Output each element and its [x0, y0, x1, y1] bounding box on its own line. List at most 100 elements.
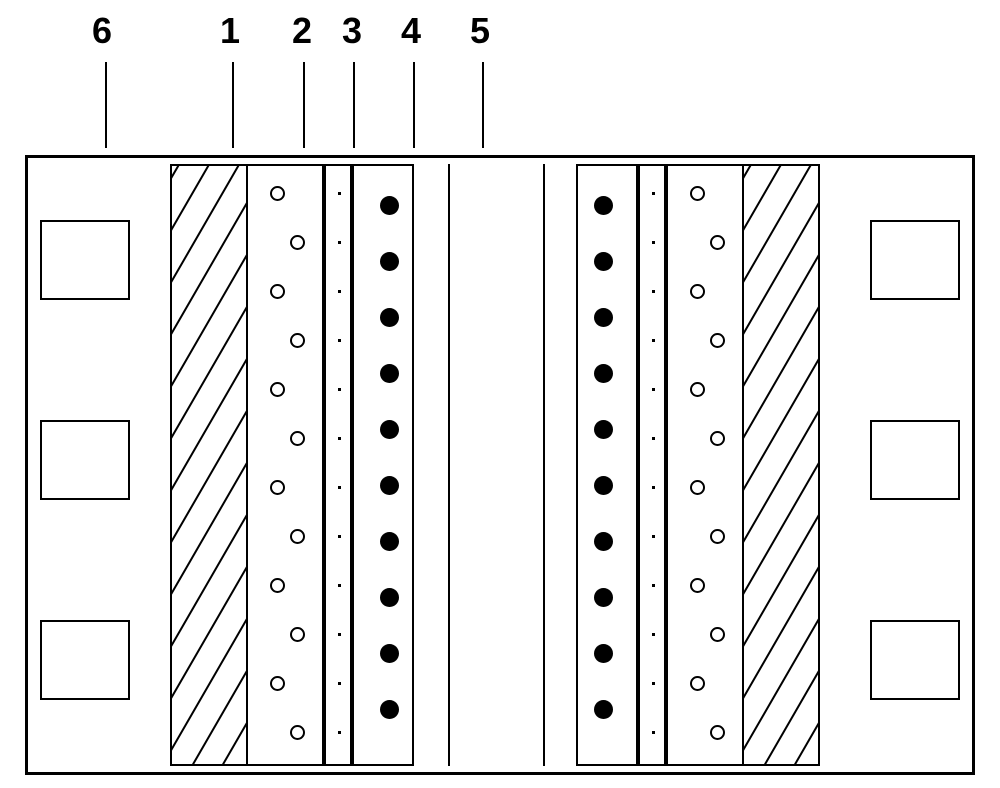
big-dot [594, 308, 613, 327]
small-dot [338, 437, 341, 440]
small-dot [652, 388, 655, 391]
open-circle [690, 186, 705, 201]
big-dot [594, 364, 613, 383]
small-dot [652, 535, 655, 538]
leader-4 [413, 62, 415, 148]
small-dot [652, 437, 655, 440]
open-circle [690, 676, 705, 691]
hatch-line [170, 164, 248, 713]
open-circle [270, 676, 285, 691]
hatch-line [170, 164, 248, 401]
leader-5 [482, 62, 484, 148]
big-dot [380, 196, 399, 215]
center-right-border [543, 164, 545, 766]
big-dot [380, 588, 399, 607]
open-circle [290, 529, 305, 544]
small-dot [338, 731, 341, 734]
open-circle [710, 725, 725, 740]
hatch-line [170, 412, 248, 766]
big-dot [594, 532, 613, 551]
small-dot [338, 290, 341, 293]
big-dot [594, 196, 613, 215]
left-slot-1 [40, 220, 130, 300]
right-slot-3 [870, 620, 960, 700]
diagram-canvas: 612345 [0, 0, 1000, 788]
label-4: 4 [401, 10, 421, 52]
big-dot [380, 420, 399, 439]
right-slot-2 [870, 420, 960, 500]
label-6: 6 [92, 10, 112, 52]
small-dot [338, 241, 341, 244]
hatch-line [742, 164, 820, 609]
leader-1 [232, 62, 234, 148]
hatch-line [742, 164, 820, 713]
open-circle [690, 578, 705, 593]
open-circle [710, 431, 725, 446]
open-circle [270, 186, 285, 201]
big-dot [594, 252, 613, 271]
small-dot [338, 682, 341, 685]
open-circle [290, 235, 305, 250]
open-circle [710, 235, 725, 250]
left-circles-layer [246, 164, 324, 766]
right-slot-1 [870, 220, 960, 300]
open-circle [710, 627, 725, 642]
hatch-line [742, 164, 820, 245]
open-circle [710, 333, 725, 348]
left-hatch-layer [170, 164, 248, 766]
small-dot [652, 192, 655, 195]
open-circle [690, 382, 705, 397]
small-dot [652, 339, 655, 342]
small-dot [652, 731, 655, 734]
small-dot [338, 388, 341, 391]
open-circle [270, 480, 285, 495]
right-hatch-layer [742, 164, 820, 766]
open-circle [690, 284, 705, 299]
open-circle [710, 529, 725, 544]
open-circle [290, 725, 305, 740]
hatch-line [742, 164, 820, 297]
hatch-line [742, 164, 820, 401]
leader-3 [353, 62, 355, 148]
small-dot [652, 633, 655, 636]
small-dot [338, 584, 341, 587]
big-dot [380, 532, 399, 551]
small-dot [652, 486, 655, 489]
small-dot [652, 584, 655, 587]
open-circle [270, 578, 285, 593]
label-3: 3 [342, 10, 362, 52]
open-circle [290, 627, 305, 642]
big-dot [594, 700, 613, 719]
small-dot [338, 339, 341, 342]
leader-6 [105, 62, 107, 148]
label-1: 1 [220, 10, 240, 52]
big-dot [380, 476, 399, 495]
big-dot [380, 700, 399, 719]
small-dot [338, 192, 341, 195]
open-circle [290, 431, 305, 446]
leader-2 [303, 62, 305, 148]
big-dot [594, 644, 613, 663]
open-circle [690, 480, 705, 495]
hatch-line [742, 256, 820, 766]
big-dot [380, 308, 399, 327]
left-bigdots-layer [352, 164, 414, 766]
right-smalldots-layer [638, 164, 666, 766]
left-slot-3 [40, 620, 130, 700]
left-smalldots-layer [324, 164, 352, 766]
center-left-border [448, 164, 450, 766]
big-dot [594, 476, 613, 495]
right-bigdots-layer [576, 164, 638, 766]
open-circle [270, 284, 285, 299]
open-circle [270, 382, 285, 397]
big-dot [594, 420, 613, 439]
small-dot [338, 535, 341, 538]
hatch-line [170, 256, 248, 766]
big-dot [380, 364, 399, 383]
outer-frame [25, 155, 975, 775]
hatch-line [170, 164, 248, 297]
big-dot [380, 644, 399, 663]
left-slot-2 [40, 420, 130, 500]
small-dot [652, 241, 655, 244]
big-dot [380, 252, 399, 271]
